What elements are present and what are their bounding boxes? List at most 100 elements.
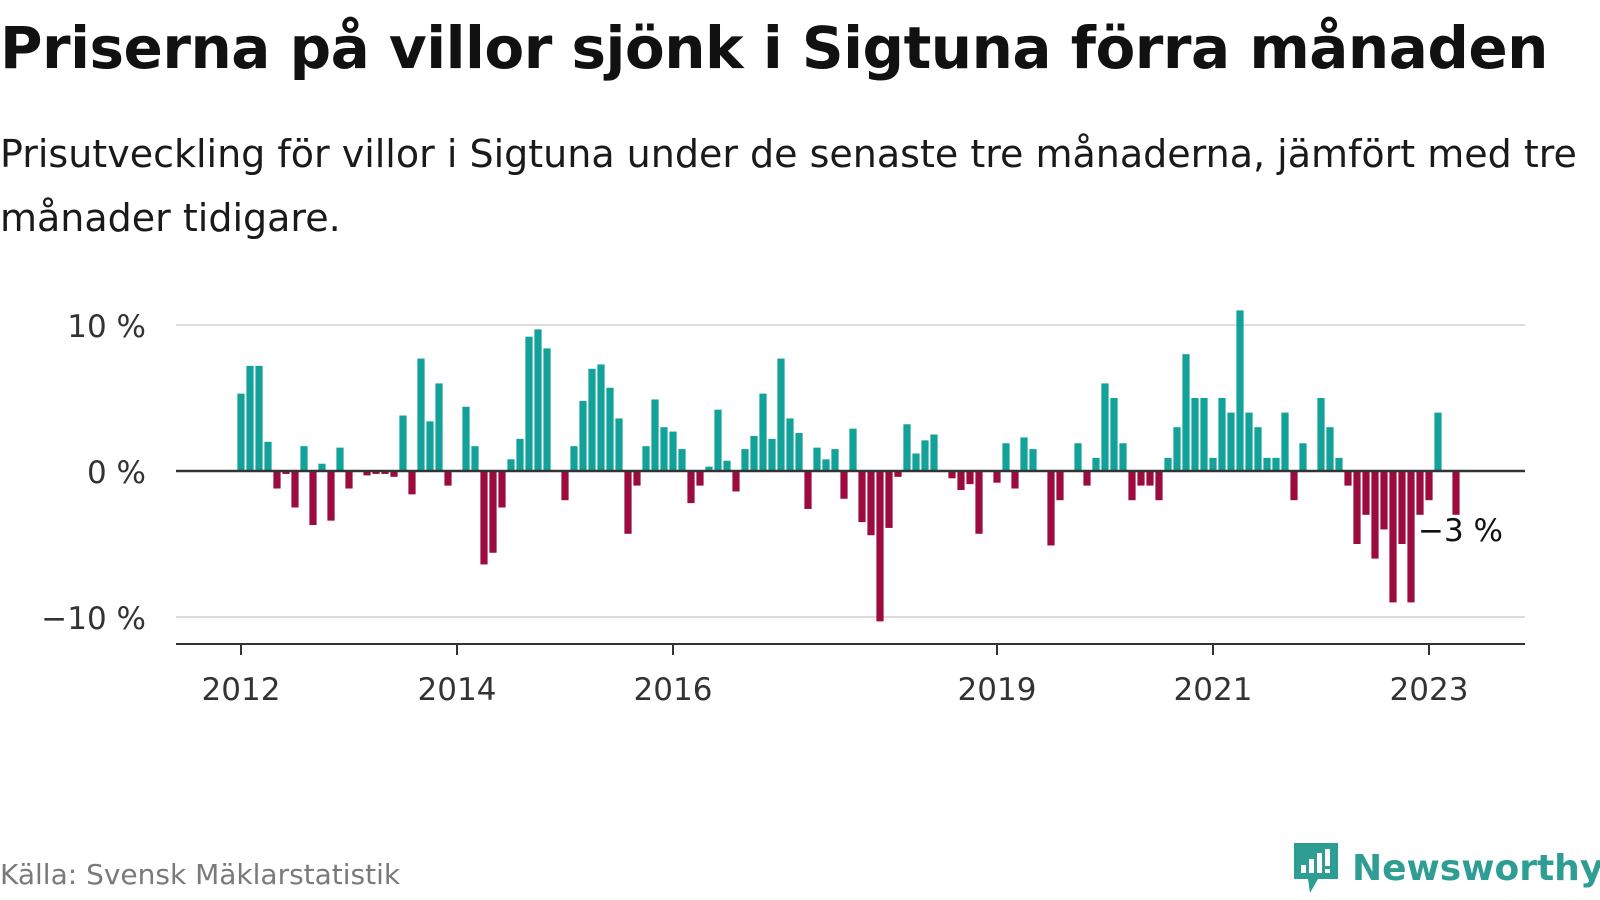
- bar: [1416, 471, 1424, 515]
- bar: [633, 471, 641, 486]
- bar: [1020, 437, 1028, 471]
- x-tick-label: 2021: [1174, 672, 1253, 708]
- bar: [1299, 443, 1307, 471]
- bar: [381, 471, 389, 474]
- bar: [1281, 412, 1289, 471]
- y-tick-label: −10 %: [41, 601, 146, 637]
- newsworthy-logo: Newsworthy: [1290, 838, 1600, 898]
- bar: [534, 329, 542, 471]
- bar: [426, 421, 434, 471]
- bar: [840, 471, 848, 499]
- bar: [885, 471, 893, 528]
- bar: [1002, 443, 1010, 471]
- x-tick-label: 2019: [958, 672, 1037, 708]
- y-tick-label: 10 %: [67, 309, 146, 345]
- bar: [255, 365, 263, 471]
- bar: [822, 459, 830, 471]
- bar: [1227, 412, 1235, 471]
- bar: [1290, 471, 1298, 501]
- bar: [480, 471, 488, 565]
- bar: [1218, 398, 1226, 471]
- bar: [714, 409, 722, 471]
- bar: [498, 471, 506, 508]
- bar: [750, 435, 758, 471]
- bar: [1389, 471, 1397, 603]
- bar: [741, 449, 749, 471]
- bar: [1245, 412, 1253, 471]
- bar: [336, 447, 344, 471]
- bar: [1263, 457, 1271, 471]
- newsworthy-logo-icon: [1294, 843, 1338, 893]
- source-note: Källa: Svensk Mäklarstatistik: [0, 858, 401, 891]
- bar: [237, 393, 245, 471]
- bar: [1101, 383, 1109, 471]
- bar: [273, 471, 281, 489]
- bar: [948, 471, 956, 479]
- bar: [1155, 471, 1163, 501]
- bar: [660, 427, 668, 471]
- bar: [1191, 398, 1199, 471]
- bar: [705, 466, 713, 471]
- bar: [1011, 471, 1019, 489]
- bar: [597, 364, 605, 471]
- bar: [696, 471, 704, 486]
- bar: [1254, 427, 1262, 471]
- bar: [1047, 471, 1055, 546]
- bar: [993, 471, 1001, 483]
- bar: [615, 418, 623, 471]
- bar: [570, 446, 578, 471]
- latest-value-label: −3 %: [1418, 513, 1503, 549]
- bar: [912, 453, 920, 471]
- bar: [1146, 471, 1154, 486]
- bar: [669, 431, 677, 471]
- bar: [651, 399, 659, 471]
- bar: [1119, 443, 1127, 471]
- bar: [732, 471, 740, 492]
- bar: [300, 446, 308, 471]
- x-tick-label: 2012: [202, 672, 281, 708]
- bar: [462, 406, 470, 471]
- bar: [957, 471, 965, 490]
- bar: [507, 459, 515, 471]
- bar-series: [237, 310, 1460, 622]
- bar: [1128, 471, 1136, 501]
- gridlines: [176, 324, 1525, 618]
- bar: [543, 348, 551, 471]
- bar: [318, 463, 326, 471]
- bar: [1137, 471, 1145, 486]
- bar: [264, 441, 272, 471]
- bar: [1173, 427, 1181, 471]
- bar: [1362, 471, 1370, 515]
- bar: [1092, 457, 1100, 471]
- bar: [921, 440, 929, 471]
- bar: [975, 471, 983, 534]
- bar: [642, 446, 650, 471]
- bar-chart: 10 % 0 % −10 % 2012 2014 2016 2019 2021 2023 −3 %: [41, 309, 1525, 708]
- bar: [309, 471, 317, 526]
- bar: [516, 438, 524, 471]
- bar: [282, 471, 290, 474]
- bar: [786, 418, 794, 471]
- bar: [363, 471, 371, 476]
- y-tick-label: 0 %: [87, 455, 146, 491]
- bar: [561, 471, 569, 501]
- chart-title: Priserna på villor sjönk i Sigtuna förra…: [0, 14, 1548, 82]
- bar: [1452, 471, 1460, 515]
- bar: [390, 471, 398, 477]
- bar: [723, 460, 731, 471]
- bar: [930, 434, 938, 471]
- bar: [876, 471, 884, 622]
- bar: [1236, 310, 1244, 471]
- bar: [678, 449, 686, 471]
- bar: [471, 446, 479, 471]
- bar: [831, 449, 839, 471]
- bar: [444, 471, 452, 486]
- bar: [1371, 471, 1379, 559]
- bar: [408, 471, 416, 495]
- bar: [1182, 354, 1190, 471]
- labels: 10 % 0 % −10 % 2012 2014 2016 2019 2021 2023 −3 %: [41, 309, 1506, 708]
- bar: [1425, 471, 1433, 501]
- bar: [525, 336, 533, 471]
- chart-subtitle: Prisutveckling för villor i Sigtuna unde…: [0, 132, 1577, 240]
- x-tick-label: 2014: [418, 672, 497, 708]
